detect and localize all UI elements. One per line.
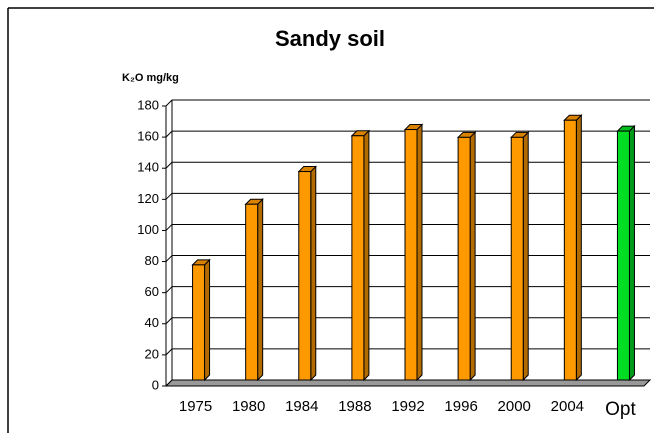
- y-tick-label: 0: [152, 377, 159, 392]
- x-tick-label: Opt: [605, 399, 636, 420]
- bar-side: [628, 124, 635, 382]
- bar-side: [257, 198, 264, 382]
- grid-diag: [165, 286, 173, 294]
- bar-side: [575, 114, 582, 382]
- bar-side: [310, 165, 317, 382]
- y-tick-label: 40: [145, 315, 159, 330]
- bar: [404, 129, 418, 381]
- y-tick-label: 160: [137, 129, 159, 144]
- x-tick-label: 2000: [498, 398, 531, 415]
- x-tick-label: 1984: [285, 398, 318, 415]
- grid-diag: [165, 130, 173, 138]
- y-axis-label: K₂O mg/kg: [122, 72, 179, 84]
- y-tick-label: 20: [145, 346, 159, 361]
- bar: [245, 203, 259, 381]
- x-tick-label: 1975: [179, 398, 212, 415]
- grid-diag: [165, 99, 173, 107]
- x-tick-label: 1992: [391, 398, 424, 415]
- chart-title: Sandy soil: [275, 26, 385, 51]
- y-tick-label: 180: [137, 97, 159, 112]
- y-tick-label: 60: [145, 284, 159, 299]
- x-tick-label: 1996: [444, 398, 477, 415]
- bar: [192, 264, 206, 381]
- grid-diag: [165, 379, 173, 387]
- bar-side: [416, 123, 423, 382]
- bar-side: [522, 131, 529, 382]
- grid-diag: [165, 348, 173, 356]
- y-tick-label: 120: [137, 191, 159, 206]
- x-tick-label: 1988: [338, 398, 371, 415]
- bar: [563, 119, 577, 381]
- y-tick-label: 140: [137, 160, 159, 175]
- y-tick-label: 80: [145, 253, 159, 268]
- bar: [457, 136, 471, 381]
- bar-side: [363, 129, 370, 382]
- x-tick-label: 2004: [551, 398, 584, 415]
- bar: [298, 171, 312, 381]
- grid-diag: [165, 255, 173, 262]
- grid-diag: [165, 317, 173, 325]
- grid-diag: [165, 161, 173, 169]
- grid-diag: [165, 224, 173, 231]
- floor: [164, 379, 652, 387]
- bar: [510, 136, 524, 381]
- bar-side: [204, 258, 211, 382]
- y-tick-label: 100: [137, 222, 159, 237]
- x-tick-label: 1980: [232, 398, 265, 415]
- bar: [351, 135, 365, 381]
- grid-diag: [165, 192, 173, 200]
- bar: [616, 130, 630, 381]
- bar-side: [469, 131, 476, 382]
